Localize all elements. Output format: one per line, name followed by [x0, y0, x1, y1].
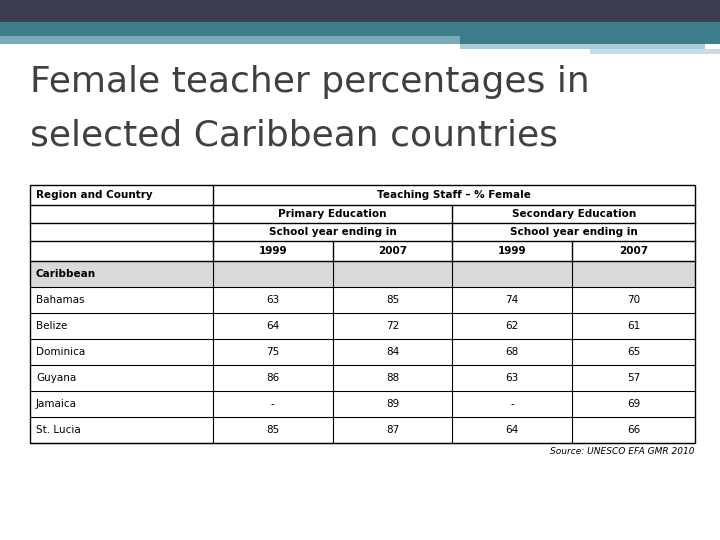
Text: Guyana: Guyana: [36, 373, 76, 383]
Text: 69: 69: [627, 399, 640, 409]
Text: selected Caribbean countries: selected Caribbean countries: [30, 118, 558, 152]
Text: -: -: [271, 399, 274, 409]
Text: 84: 84: [386, 347, 399, 357]
Bar: [0, 0, 720, 22]
Text: 64: 64: [266, 321, 279, 331]
Text: -: -: [510, 399, 514, 409]
Text: Belize: Belize: [36, 321, 68, 331]
Bar: [460, 44, 705, 49]
Text: Region and Country: Region and Country: [36, 190, 153, 200]
Text: 85: 85: [386, 295, 399, 305]
Text: Female teacher percentages in: Female teacher percentages in: [30, 65, 590, 99]
Text: Dominica: Dominica: [36, 347, 85, 357]
Text: Source: UNESCO EFA GMR 2010: Source: UNESCO EFA GMR 2010: [551, 447, 695, 456]
Text: 57: 57: [627, 373, 640, 383]
Text: Primary Education: Primary Education: [279, 209, 387, 219]
Text: Teaching Staff – % Female: Teaching Staff – % Female: [377, 190, 531, 200]
Bar: [460, 36, 720, 44]
Text: 87: 87: [386, 425, 399, 435]
Text: School year ending in: School year ending in: [269, 227, 397, 237]
Text: 65: 65: [627, 347, 640, 357]
Text: 66: 66: [627, 425, 640, 435]
Text: 70: 70: [627, 295, 640, 305]
Text: 86: 86: [266, 373, 279, 383]
Text: 1999: 1999: [498, 246, 526, 256]
Bar: [30, 185, 695, 443]
Text: 2007: 2007: [378, 246, 407, 256]
Text: Caribbean: Caribbean: [36, 269, 96, 279]
Text: School year ending in: School year ending in: [510, 227, 637, 237]
Text: 72: 72: [386, 321, 399, 331]
Text: 61: 61: [627, 321, 640, 331]
Text: 63: 63: [505, 373, 518, 383]
Text: 2007: 2007: [619, 246, 648, 256]
Text: 75: 75: [266, 347, 279, 357]
Bar: [30, 261, 695, 287]
Text: 74: 74: [505, 295, 518, 305]
Bar: [0, 22, 720, 36]
Text: Secondary Education: Secondary Education: [511, 209, 636, 219]
Text: 68: 68: [505, 347, 518, 357]
Text: 85: 85: [266, 425, 279, 435]
Text: Jamaica: Jamaica: [36, 399, 77, 409]
Text: 88: 88: [386, 373, 399, 383]
Text: Bahamas: Bahamas: [36, 295, 84, 305]
Text: 63: 63: [266, 295, 279, 305]
Text: 1999: 1999: [258, 246, 287, 256]
Text: St. Lucia: St. Lucia: [36, 425, 81, 435]
Text: 89: 89: [386, 399, 399, 409]
Text: 64: 64: [505, 425, 518, 435]
Text: 62: 62: [505, 321, 518, 331]
Bar: [0, 36, 460, 44]
Bar: [590, 49, 720, 54]
